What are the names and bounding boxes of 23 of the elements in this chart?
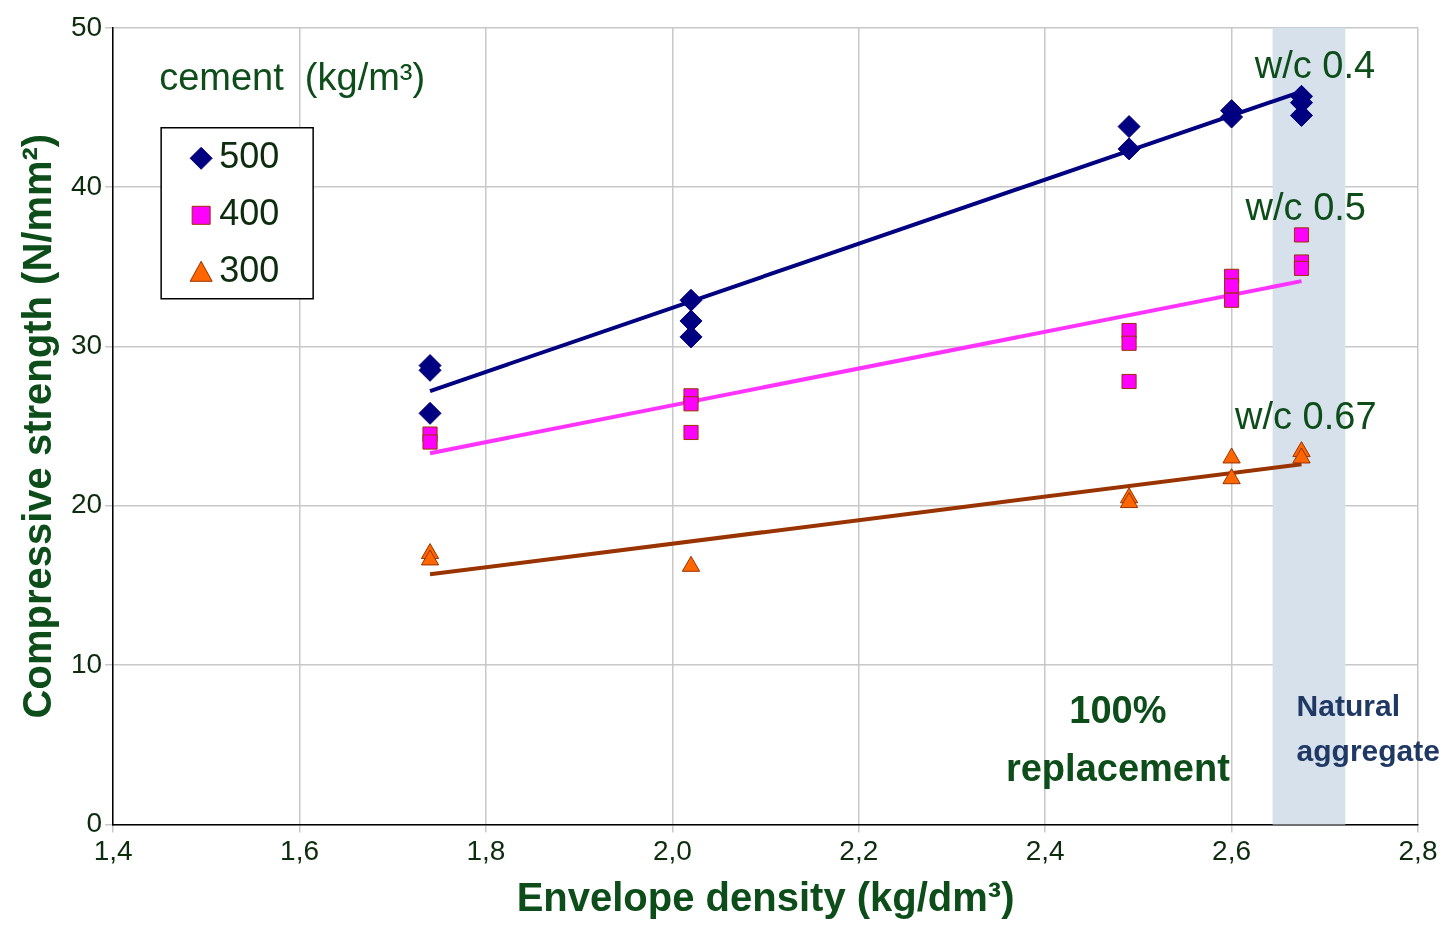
x-tick-label: 1,6 [280,834,320,866]
x-tick-label: 1,8 [466,834,506,866]
x-tick-label: 2,2 [839,834,879,866]
x-axis-title: Envelope density (kg/dm³) [516,875,1015,920]
y-tick-label: 30 [70,329,103,361]
legend-label: 400 [219,192,280,234]
x-tick-label: 2,6 [1212,834,1252,866]
y-tick-label: 20 [70,488,103,520]
y-tick-label: 40 [70,169,103,201]
annotation: w/c 0.67 [1234,395,1377,438]
annotation: w/c 0.4 [1253,44,1376,87]
y-tick-label: 50 [70,10,103,42]
band-label: Natural aggregate [1296,689,1440,768]
y-axis-title: Compressive strength (N/mm²) [15,133,60,719]
legend-label: 500 [219,135,280,177]
legend-label: 300 [219,249,280,291]
x-tick-label: 2,4 [1025,834,1065,866]
y-tick-label: 10 [70,647,103,679]
x-tick-label: 2,8 [1398,834,1438,866]
x-tick-label: 2,0 [652,834,692,866]
annotation: 100% replacement [1005,689,1231,790]
annotation: w/c 0.5 [1244,185,1366,228]
legend-title: cement (kg/m³) [159,56,426,99]
